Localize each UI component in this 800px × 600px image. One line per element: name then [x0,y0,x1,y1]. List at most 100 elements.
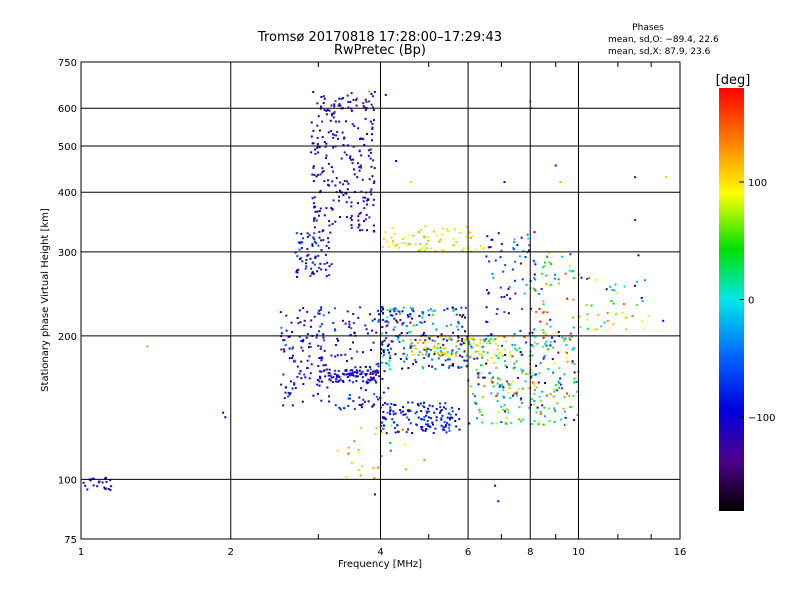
data-point [282,373,285,376]
data-point [500,243,503,246]
data-point [507,408,509,411]
data-point [366,369,369,372]
data-point [330,263,333,266]
data-point [369,368,372,371]
data-point [346,376,349,378]
data-point [515,360,518,363]
data-point [358,223,361,226]
data-point [495,354,498,357]
data-point [466,342,469,345]
data-point [530,423,533,425]
data-point [360,166,363,169]
data-point [452,238,455,240]
data-point [313,315,316,318]
data-point [347,446,350,449]
data-point [384,320,387,323]
data-point [377,318,380,321]
data-point [502,395,505,398]
data-point [350,224,353,227]
data-point [321,120,324,123]
data-point [422,333,425,336]
data-point [323,180,326,183]
data-point [347,397,350,400]
data-point [433,345,436,348]
data-point [520,401,523,404]
data-point [573,363,576,366]
data-point [431,421,434,424]
data-point [335,134,338,137]
data-point [357,127,360,130]
data-point [431,358,434,361]
data-point [284,344,287,347]
data-point [399,312,401,315]
data-point [373,393,376,396]
data-point [305,258,308,261]
data-point [369,376,372,379]
data-point [352,313,355,315]
data-point [487,291,490,294]
data-point [446,339,448,342]
data-point [297,268,300,271]
data-point [383,402,386,405]
data-point [367,154,370,157]
data-point [288,357,291,360]
data-point [312,180,315,182]
data-point [546,311,549,314]
data-point [414,338,417,341]
data-point [557,380,560,383]
data-point [322,170,325,172]
data-point [496,348,499,351]
data-point [481,421,484,424]
data-point [382,417,385,419]
data-point [431,405,434,408]
data-point [304,267,307,270]
data-point [312,165,315,168]
data-point [323,214,326,217]
data-point [634,218,637,221]
data-point [345,201,348,204]
data-point [312,166,315,169]
data-point [542,423,545,426]
data-point [503,336,506,338]
data-point [449,337,452,340]
data-point [515,394,518,397]
data-point [491,272,494,275]
data-point [376,371,379,374]
data-point [364,117,367,120]
data-point [336,354,339,357]
data-point [497,344,500,347]
data-point [346,94,349,97]
data-point [409,331,412,334]
data-point [569,332,572,335]
data-point [316,378,319,381]
data-point [595,328,598,331]
data-point [425,340,428,343]
data-point [332,112,335,115]
data-point [321,357,324,360]
data-point [301,260,304,263]
data-point [480,346,483,349]
data-point [300,346,303,349]
data-point [393,310,396,313]
data-point [348,320,351,323]
data-point [362,398,365,401]
data-point [309,257,312,260]
data-point [380,306,383,309]
data-point [389,449,392,452]
data-point [520,372,523,375]
data-point [317,344,320,347]
data-point [458,428,461,431]
data-point [603,321,606,324]
data-point [318,146,321,149]
data-point [493,362,495,364]
data-point [477,374,480,377]
data-point [565,357,568,359]
data-point [486,359,489,362]
data-point [492,340,495,342]
data-point [312,219,315,222]
data-point [545,344,548,347]
data-point [322,102,325,104]
data-point [372,204,375,207]
data-point [573,371,576,374]
data-point [520,397,523,400]
